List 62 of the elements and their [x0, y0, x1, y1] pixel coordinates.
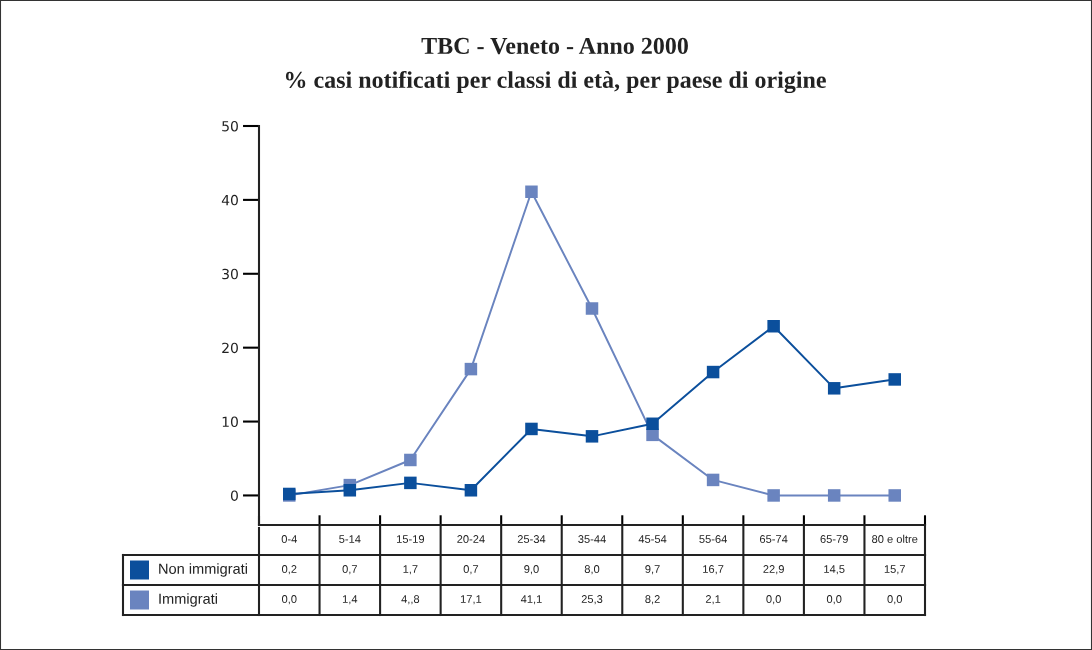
data-label: 0,7: [463, 565, 479, 575]
point: [525, 185, 538, 199]
point: [888, 373, 901, 386]
data-label: 14,5: [824, 565, 845, 575]
data-label: 16,7: [703, 565, 724, 575]
point: [585, 430, 599, 443]
x-tick-label: 0-4: [281, 535, 297, 543]
data-label: 9,0: [524, 565, 539, 575]
y-tick-label: 20: [222, 342, 238, 354]
data-label: 0,0: [281, 595, 297, 605]
point: [404, 476, 417, 490]
x-tick-label: 35-44: [578, 535, 606, 543]
point: [706, 473, 720, 487]
data-label: 4,,8: [401, 595, 420, 605]
data-label: 1,7: [403, 565, 418, 575]
chart-title: TBC - Veneto - Anno 2000: [421, 37, 688, 55]
data-label: 0,0: [766, 595, 781, 605]
legend-label: Non immigrati: [159, 563, 247, 577]
data-label: 0,0: [826, 595, 842, 605]
x-tick-label: 65-74: [759, 535, 788, 543]
data-label: 0,7: [342, 565, 357, 575]
data-label: 8,0: [584, 565, 600, 575]
data-label: 2,1: [705, 595, 721, 605]
y-tick-label: 40: [221, 194, 238, 206]
x-tick-label: 80 e oltre: [872, 534, 918, 543]
data-label: 17,1: [460, 595, 482, 605]
x-tick-label: 25-34: [517, 535, 546, 543]
y-tick-label: 0: [230, 490, 238, 501]
x-tick-label: 15-19: [397, 535, 425, 543]
data-label: 15,7: [884, 565, 905, 575]
point: [767, 319, 780, 333]
y-tick-label: 10: [222, 416, 238, 428]
x-tick-label: 65-79: [820, 535, 848, 543]
point: [706, 365, 720, 379]
point: [646, 417, 659, 431]
data-label: 25,3: [581, 595, 603, 605]
data-label: 41,1: [520, 595, 542, 605]
point: [888, 489, 901, 502]
y-tick-label: 30: [222, 268, 238, 280]
x-tick-label: 45-54: [638, 535, 667, 543]
point: [464, 362, 478, 376]
point: [767, 489, 780, 502]
data-label: 9,7: [645, 565, 660, 575]
legend-label: Immigrati: [159, 593, 217, 607]
point: [464, 484, 478, 497]
x-tick-label: 55-64: [699, 535, 727, 543]
chart-subtitle: % casi notificati per classi di età, per paese di origine: [285, 70, 826, 94]
data-label: 22,9: [763, 565, 784, 575]
x-tick-label: 5-14: [339, 535, 361, 543]
y-tick-label: 50: [222, 120, 238, 132]
x-tick-label: 20-24: [457, 535, 485, 543]
point: [404, 453, 417, 467]
data-label: 0,2: [281, 565, 297, 575]
point: [343, 484, 357, 497]
data-label: 0,0: [887, 595, 903, 605]
point: [646, 428, 659, 442]
point: [525, 422, 538, 436]
point: [827, 489, 841, 502]
data-label: 8,2: [645, 595, 660, 605]
data-label: 1,4: [342, 595, 358, 605]
point: [827, 382, 841, 395]
point: [585, 302, 599, 315]
